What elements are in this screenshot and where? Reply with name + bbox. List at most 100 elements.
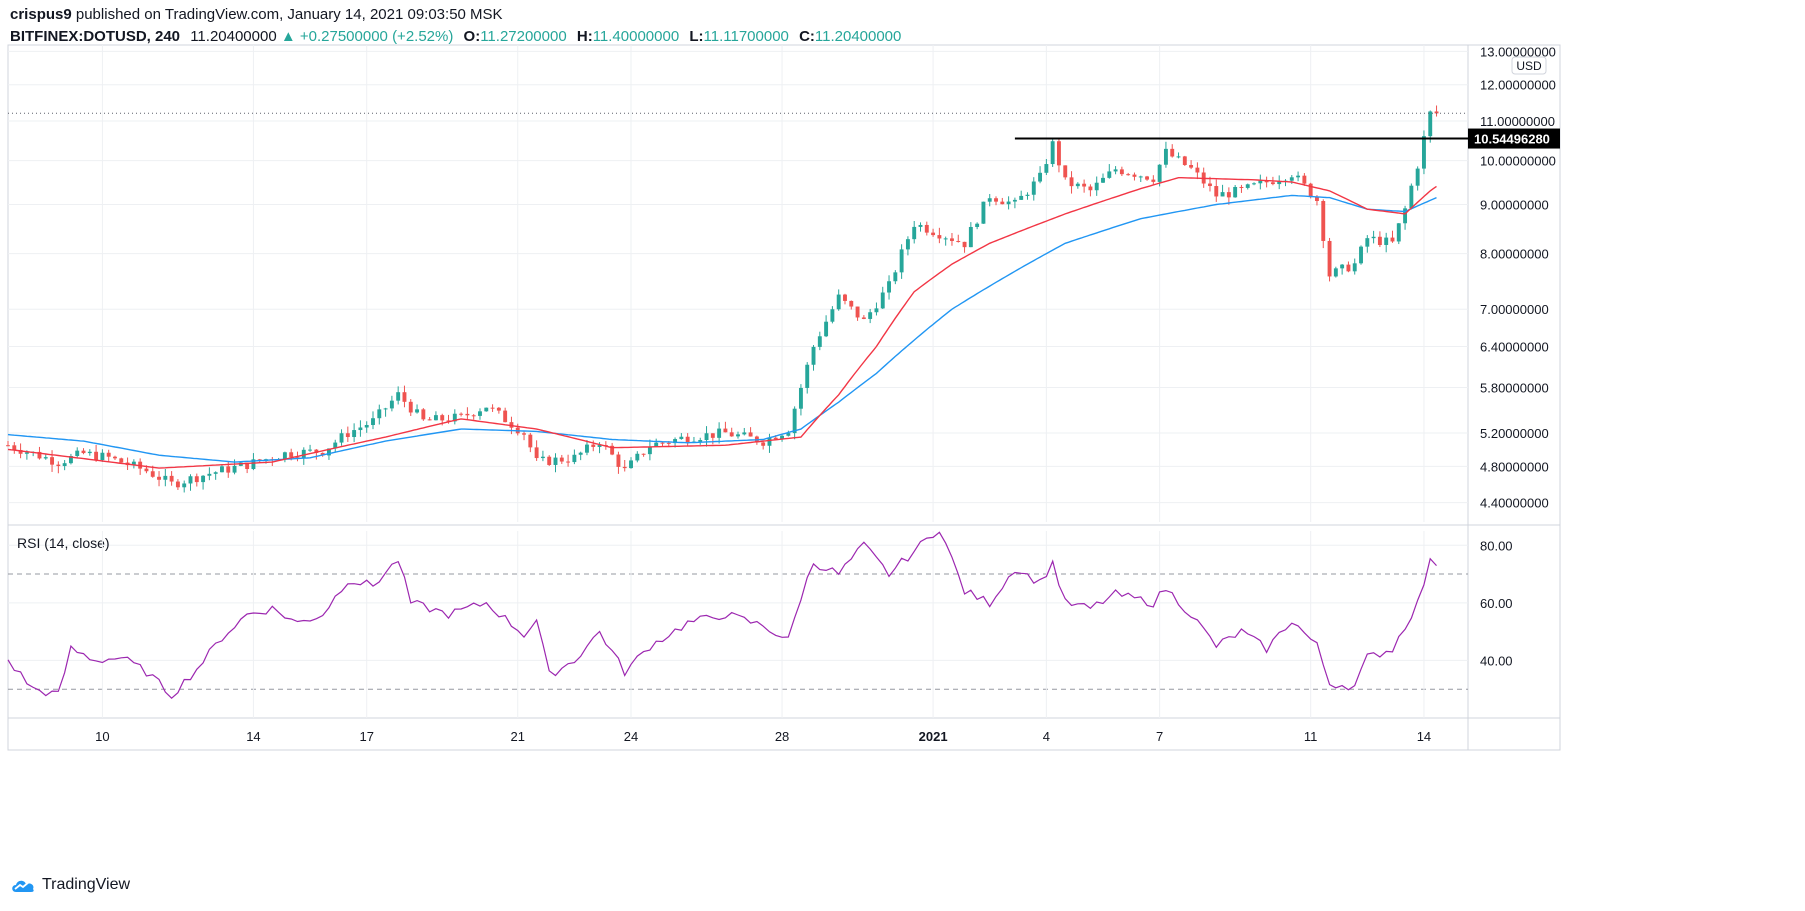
candle	[1377, 231, 1382, 248]
resistance-label: 10.54496280	[1474, 132, 1550, 147]
candle	[1302, 173, 1307, 186]
candle-body	[169, 475, 174, 482]
author-name[interactable]: crispus9	[10, 6, 72, 23]
candle-body	[1308, 183, 1313, 198]
candle-body	[377, 409, 382, 419]
candle-body	[1289, 177, 1294, 181]
candle	[459, 412, 464, 417]
candle	[616, 451, 621, 474]
candle	[994, 196, 998, 206]
candle	[1346, 261, 1351, 273]
candle	[169, 471, 174, 486]
chart-canvas[interactable]: 13.00000000 12.00000000 11.00000000 10.0000…	[0, 0, 1805, 870]
candle	[698, 437, 703, 445]
candle	[547, 455, 552, 466]
candle-body	[1138, 176, 1143, 178]
candle	[94, 444, 99, 462]
candle-body	[333, 442, 338, 449]
candle-body	[37, 451, 42, 459]
candle	[207, 467, 212, 481]
candle-body	[729, 432, 734, 437]
candle-body	[56, 464, 61, 467]
candle-body	[540, 456, 545, 459]
candle	[1006, 196, 1011, 210]
candle-body	[773, 437, 778, 440]
high-label: H:	[576, 28, 593, 45]
candle-body	[295, 457, 300, 459]
candle-body	[62, 463, 67, 467]
candle	[1233, 185, 1238, 198]
candle	[1340, 264, 1345, 275]
candle-body	[1233, 186, 1238, 198]
high-value: 11.40000000	[592, 28, 680, 45]
candle-body	[1352, 263, 1357, 272]
candle	[861, 315, 866, 320]
candle-body	[950, 238, 954, 241]
candle-body	[962, 241, 967, 248]
candle-body	[1214, 186, 1219, 197]
candle-body	[452, 413, 457, 422]
candle	[836, 289, 841, 311]
candle-body	[1384, 237, 1389, 245]
candle-body	[1176, 156, 1181, 158]
candle-body	[742, 432, 747, 435]
candle-body	[1088, 186, 1093, 191]
candle-body	[24, 452, 29, 454]
candle	[981, 201, 986, 224]
candle	[1195, 162, 1200, 180]
candle-body	[981, 201, 986, 224]
candle-body	[12, 445, 17, 450]
candle	[710, 433, 715, 445]
candle-body	[647, 446, 652, 455]
candle	[182, 480, 187, 493]
candle	[1019, 190, 1024, 200]
candle-body	[1245, 184, 1250, 188]
candle-body	[522, 433, 526, 435]
candle	[931, 228, 936, 237]
price-tick-label: 4.40000000	[1480, 496, 1549, 511]
price-tick-label: 10.00000000	[1480, 154, 1556, 169]
candle-body	[805, 364, 810, 388]
price-tick-label: 8.00000000	[1480, 247, 1549, 262]
candle	[408, 399, 413, 416]
candle-body	[1000, 201, 1005, 205]
time-tick-label: 11	[1304, 729, 1318, 744]
candle-body	[459, 413, 464, 415]
resistance-label-box	[1468, 128, 1560, 149]
candle	[937, 227, 942, 244]
candle	[358, 420, 363, 437]
candle	[717, 422, 722, 444]
candle	[12, 442, 17, 454]
candle	[1403, 205, 1408, 230]
candle-body	[87, 451, 92, 454]
candle-body	[1195, 167, 1200, 173]
candle	[1132, 172, 1137, 181]
candle	[157, 471, 161, 487]
candle	[1258, 174, 1263, 190]
candle-body	[843, 294, 847, 301]
candle-body	[767, 437, 772, 446]
candle-body	[666, 442, 671, 444]
candle-body	[780, 435, 785, 440]
candle	[175, 479, 180, 490]
candle-body	[1075, 183, 1080, 187]
candle-body	[175, 481, 180, 488]
candle-body	[301, 449, 306, 458]
candle-body	[440, 415, 445, 421]
candle	[56, 461, 61, 474]
rsi-tick-label: 80.00	[1480, 538, 1513, 553]
candle	[1113, 166, 1118, 175]
candle-body	[1327, 240, 1332, 277]
candle	[578, 451, 583, 461]
candle	[1025, 192, 1030, 200]
candle	[1170, 144, 1175, 158]
price-tick-label: 7.00000000	[1480, 302, 1549, 317]
candle	[798, 384, 803, 416]
candle-body	[81, 450, 86, 454]
candle-body	[226, 466, 231, 473]
candle-body	[194, 476, 199, 483]
candle	[1101, 173, 1105, 184]
candle	[1421, 130, 1426, 175]
change-up-icon: ▲	[280, 28, 296, 45]
candle	[1163, 141, 1168, 168]
